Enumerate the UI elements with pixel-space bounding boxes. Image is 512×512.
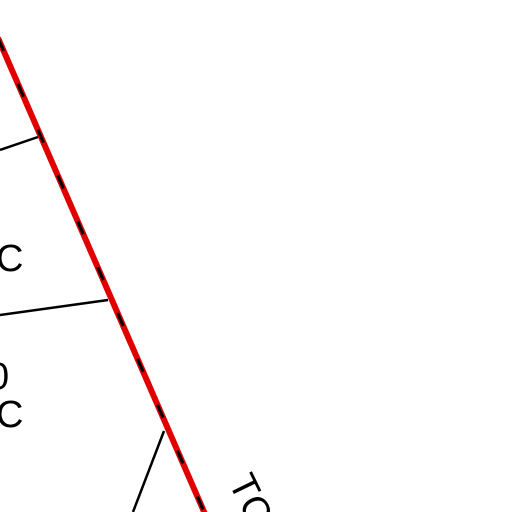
parcel-boundary [0,298,109,317]
parcel-label: 0 [0,356,9,398]
parcel-label: C [0,394,23,436]
parcel-label: C [0,238,23,280]
boundary-dash [0,38,206,512]
parcel-boundary [0,135,39,152]
parcel-boundary [131,430,166,512]
